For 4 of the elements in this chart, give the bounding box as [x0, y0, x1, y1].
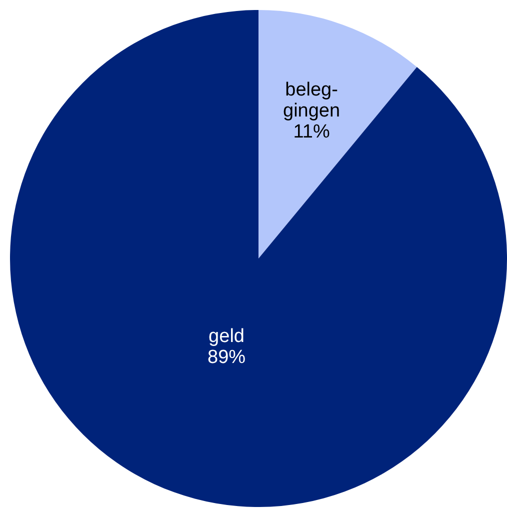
data-label: 89%	[207, 347, 246, 368]
slice-label: beleg-gingen	[283, 79, 340, 122]
data-label: 11%	[293, 121, 330, 142]
slice-label: geld	[208, 326, 244, 348]
